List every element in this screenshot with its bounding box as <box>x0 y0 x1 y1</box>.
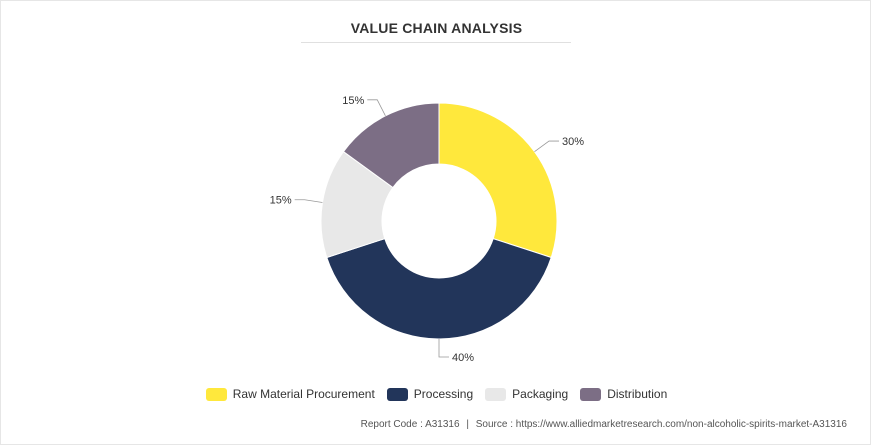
title-divider <box>301 42 571 43</box>
data-label-processing: 40% <box>452 352 474 364</box>
connector-raw-material-procurement <box>534 140 560 152</box>
legend-item-processing[interactable]: Processing <box>386 387 474 401</box>
data-label-raw-material-procurement: 30% <box>562 136 584 148</box>
legend-swatch <box>580 387 602 401</box>
slice-raw-material-procurement[interactable] <box>438 102 558 259</box>
legend-label: Packaging <box>512 387 569 401</box>
connector-distribution <box>367 99 386 117</box>
chart-title: VALUE CHAIN ANALYSIS <box>350 20 523 36</box>
legend-item-packaging[interactable]: Packaging <box>485 387 568 401</box>
slice-distribution[interactable] <box>342 102 440 189</box>
legend-label: Distribution <box>607 387 668 401</box>
source-text: Source : https://www.alliedmarketresearc… <box>475 419 847 430</box>
data-label-distribution: 15% <box>342 95 364 107</box>
legend-label: Raw Material Procurement <box>232 387 375 401</box>
legend-swatch <box>205 387 227 401</box>
legend-swatch <box>386 387 408 401</box>
report-code: Report Code : A31316 <box>360 419 460 430</box>
legend-swatch <box>485 387 507 401</box>
slice-processing[interactable] <box>326 237 552 340</box>
legend-item-raw-material-procurement[interactable]: Raw Material Procurement <box>205 387 375 401</box>
data-label-packaging: 15% <box>270 195 292 207</box>
footer-separator: | <box>466 419 469 430</box>
source-footer: Report Code : A31316 | Source : https://… <box>361 419 847 430</box>
connector-packaging <box>294 199 323 203</box>
connector-processing <box>438 339 449 358</box>
legend-item-distribution[interactable]: Distribution <box>580 387 667 401</box>
legend: Raw Material Procurement Processing Packag… <box>1 387 871 401</box>
legend-label: Processing <box>413 387 474 401</box>
